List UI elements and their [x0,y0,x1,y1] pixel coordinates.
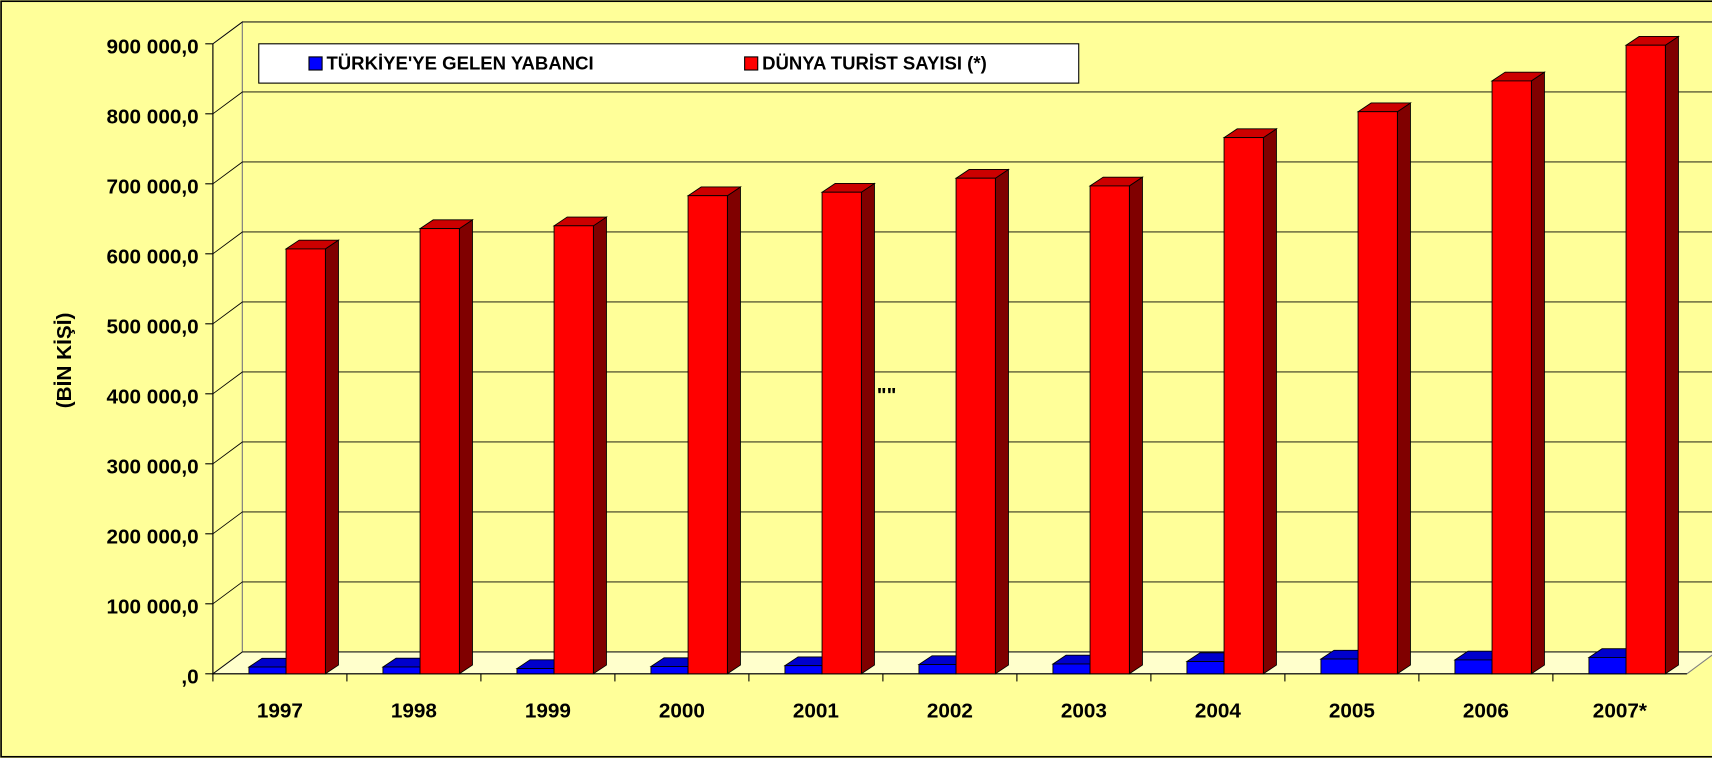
legend-label: TÜRKİYE'YE GELEN YABANCI [326,52,593,73]
bar [1088,176,1144,675]
bar-front [955,177,996,675]
grid-line [212,91,1712,115]
bar-side [1262,128,1277,675]
bar-side [1530,71,1545,675]
bar-side [726,186,741,675]
x-tick-label: 2003 [1061,699,1107,722]
bar-side [994,168,1009,675]
bar [820,182,876,675]
bar-front [1320,658,1359,675]
bar-front [248,666,287,675]
bar-front [419,228,460,675]
legend-swatch [744,56,759,71]
grid-line [212,21,1712,45]
side-wall [212,20,243,675]
x-tick-label: 1998 [391,699,437,722]
x-tick-label: 2001 [793,699,839,722]
bar-front [918,664,957,675]
bar-front [516,668,555,675]
y-tick-label: 800 000,0 [106,106,198,129]
bar-side [458,219,473,675]
bar-front [1089,185,1130,675]
bar-front [784,665,823,675]
bar-side [324,239,339,675]
bar [552,216,608,675]
bar-front [382,666,421,675]
bar [1490,71,1546,675]
bar [1356,102,1412,675]
bar-front [687,195,728,675]
y-tick-label: 300 000,0 [106,456,198,479]
bar-front [1454,659,1493,675]
bar [1222,128,1278,675]
legend-label: DÜNYA TURİST SAYISI (*) [762,52,987,73]
x-tick-label: 1997 [257,699,303,722]
bar-front [1052,663,1091,675]
bar-side [860,182,875,675]
bar-side [1396,102,1411,675]
y-tick-label: 200 000,0 [106,526,198,549]
x-tick-label: 2005 [1329,699,1375,722]
y-tick-label: 400 000,0 [106,386,198,409]
bar-front [1357,111,1398,675]
x-tick-label: 2007* [1593,699,1648,722]
x-tick-label: 2002 [927,699,973,722]
bar-side [1664,35,1679,675]
bar [686,186,742,675]
bar-front [1491,80,1532,675]
bar-side [592,216,607,675]
bar-side [1128,176,1143,675]
y-tick-label: 600 000,0 [106,246,198,269]
bar-front [821,191,862,675]
bar-front [1186,661,1225,675]
bar-front [285,248,326,675]
bar-front [1588,657,1627,675]
bar [954,168,1010,675]
bar [418,219,474,675]
bar [284,239,340,675]
y-axis-label: (BİN KİŞİ) [53,313,76,409]
x-tick-label: 2006 [1463,699,1509,722]
y-tick-label: ,0 [181,666,198,689]
bar [1624,35,1680,675]
legend [258,43,1080,84]
y-tick-label: 500 000,0 [106,316,198,339]
y-tick-label: 900 000,0 [106,36,198,59]
y-tick-label: 100 000,0 [106,596,198,619]
y-tick-label: 700 000,0 [106,176,198,199]
annotation: "" [877,384,897,407]
x-tick-label: 1999 [525,699,571,722]
bar-front [1223,137,1264,675]
x-tick-label: 2000 [659,699,705,722]
bar-front [1625,44,1666,675]
x-tick-label: 2004 [1195,699,1242,722]
bar-front [553,225,594,675]
legend-swatch [308,56,323,71]
bar-front [650,666,689,675]
